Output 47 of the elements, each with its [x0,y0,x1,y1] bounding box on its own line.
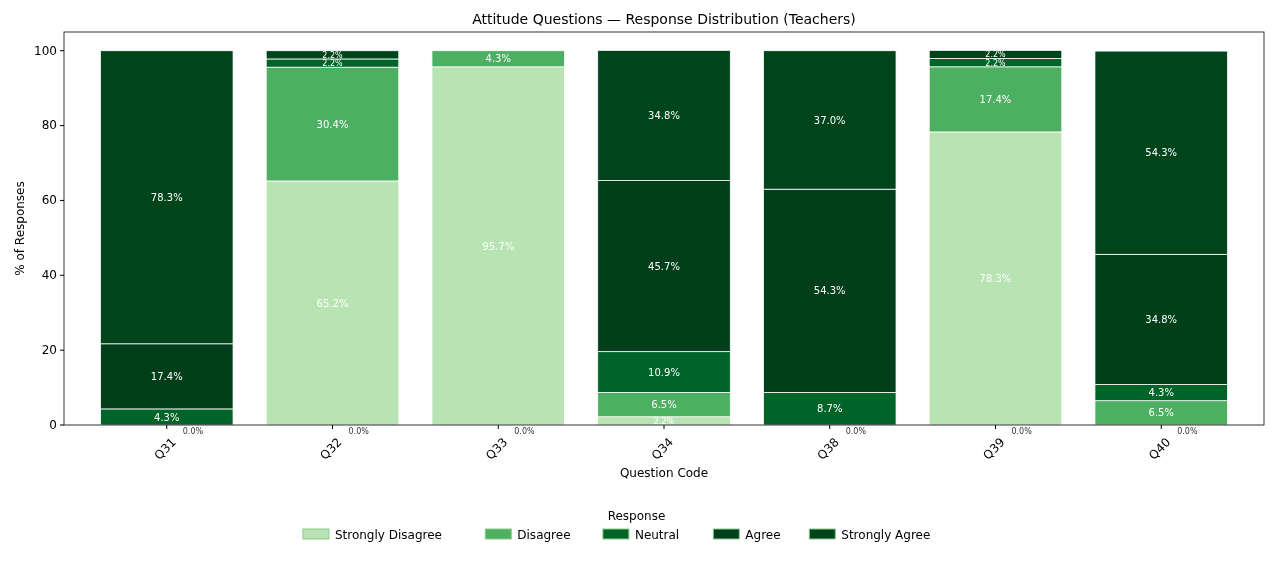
data-label: 37.0% [813,114,846,126]
legend-title: Response [607,509,666,523]
data-label: 65.2% [316,297,349,309]
x-tick-label: Q31 [151,435,179,463]
y-tick-label: 60 [41,193,57,208]
data-label: 8.7% [817,403,843,415]
annotation: 0.0% [348,427,370,436]
data-label: 30.4% [316,118,349,130]
data-label: 78.3% [979,273,1012,285]
data-label: 4.3% [485,53,511,65]
data-label: 2.2% [322,50,344,60]
data-label: 17.4% [979,93,1012,105]
y-tick-label: 40 [41,268,57,283]
data-label: 54.3% [1145,147,1178,159]
annotation: 0.0% [1177,427,1198,436]
data-label: 4.3% [1148,387,1174,399]
legend-label: Strongly Agree [841,528,931,542]
x-axis-title: Question Code [619,466,709,480]
annotation: 0.0% [845,427,867,436]
data-label: 4.3% [154,411,180,423]
annotation: 0.0% [514,427,535,436]
data-label: 6.5% [651,399,677,411]
data-label: 34.8% [648,110,680,122]
legend-label: Agree [745,528,781,542]
y-tick-label: 20 [41,342,57,357]
legend-label: Strongly Disagree [334,528,442,542]
y-tick-label: 100 [34,43,57,58]
data-label: 54.3% [813,285,846,297]
data-label: 6.5% [1148,407,1174,419]
data-label: 78.3% [150,191,183,203]
data-label: 10.9% [648,366,680,378]
annotation: 0.0% [1011,427,1033,436]
annotation: 0.0% [182,427,204,436]
data-label: 2.2% [985,58,1007,68]
data-label: 34.8% [1145,314,1178,326]
data-label: 17.4% [150,370,183,382]
data-label: 2.2% [985,50,1007,60]
y-axis-title: % of Responses [13,181,27,276]
y-tick-label: 0 [49,417,57,432]
data-label: 2.2% [653,416,675,426]
legend-label: Disagree [517,528,571,542]
legend-label: Neutral [634,528,680,542]
chart-title: Attitude Questions — Response Distribution (Teachers) [472,11,856,27]
data-label: 2.2% [322,58,344,68]
y-tick-label: 80 [41,118,57,133]
data-label: 95.7% [482,240,515,252]
data-label: 45.7% [648,260,680,272]
